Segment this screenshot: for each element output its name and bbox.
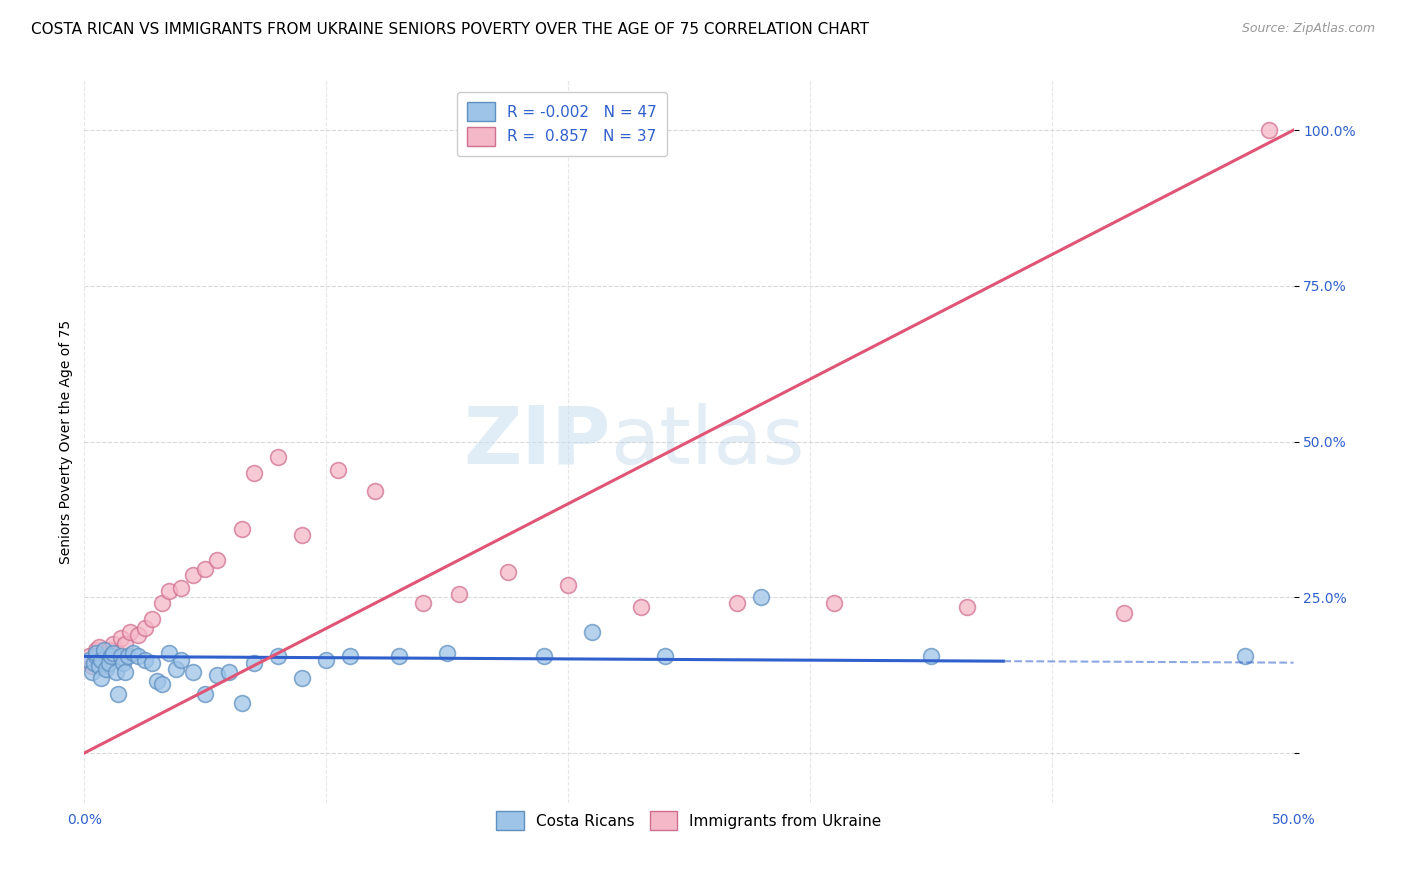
Point (127, 627, 149, 641)
Point (920, 649, 942, 664)
Point (170, 652, 193, 666)
Point (823, 597, 845, 611)
Point (1234, 649, 1257, 664)
Point (207, 553, 229, 567)
Point (496, 566, 519, 580)
Point (114, 665, 136, 679)
Point (170, 581, 193, 595)
Point (218, 665, 240, 679)
Point (1114, 606, 1136, 620)
Point (339, 649, 361, 664)
Point (83, 656, 105, 670)
Point (94, 662, 117, 676)
Point (231, 522, 253, 536)
Point (150, 677, 173, 691)
Point (100, 649, 122, 664)
Point (141, 656, 163, 670)
Point (654, 649, 676, 664)
Point (80, 665, 103, 679)
Point (77, 652, 100, 666)
Point (1258, 123, 1281, 137)
Point (388, 649, 411, 664)
Point (94, 658, 117, 673)
Point (194, 687, 217, 701)
Y-axis label: Seniors Poverty Over the Age of 75: Seniors Poverty Over the Age of 75 (59, 319, 73, 564)
Point (328, 462, 350, 476)
Point (165, 662, 187, 676)
Point (107, 646, 129, 660)
Point (363, 484, 385, 499)
Point (86, 646, 108, 660)
Point (87, 658, 110, 673)
Point (1330, 687, 1353, 701)
Point (77, 649, 100, 664)
Point (315, 652, 337, 666)
Point (181, 568, 204, 582)
Point (436, 646, 458, 660)
Point (104, 665, 127, 679)
Point (103, 637, 125, 651)
Point (725, 597, 748, 611)
Point (134, 652, 156, 666)
Point (90, 671, 112, 685)
Point (110, 631, 132, 645)
Text: Source: ZipAtlas.com: Source: ZipAtlas.com (1241, 22, 1375, 36)
Point (533, 649, 555, 664)
Point (150, 597, 173, 611)
Point (449, 587, 471, 601)
Point (630, 599, 652, 614)
Text: ZIP: ZIP (463, 402, 610, 481)
Point (80, 658, 103, 673)
Point (117, 649, 139, 664)
Point (291, 671, 314, 685)
Point (291, 528, 314, 542)
Point (93, 649, 115, 664)
Point (242, 466, 264, 480)
Point (86, 643, 108, 657)
Point (157, 646, 180, 660)
Point (107, 687, 129, 701)
Point (93, 643, 115, 657)
Point (114, 637, 136, 651)
Point (581, 624, 603, 639)
Point (194, 562, 217, 576)
Point (97, 643, 120, 657)
Point (134, 621, 156, 635)
Legend: Costa Ricans, Immigrants from Ukraine: Costa Ricans, Immigrants from Ukraine (484, 799, 894, 842)
Point (97, 656, 120, 670)
Point (146, 674, 169, 689)
Point (181, 665, 204, 679)
Text: COSTA RICAN VS IMMIGRANTS FROM UKRAINE SENIORS POVERTY OVER THE AGE OF 75 CORREL: COSTA RICAN VS IMMIGRANTS FROM UKRAINE S… (31, 22, 869, 37)
Point (110, 649, 132, 664)
Point (103, 646, 125, 660)
Point (267, 649, 290, 664)
Point (127, 649, 149, 664)
Point (121, 646, 143, 660)
Point (751, 591, 773, 605)
Point (231, 696, 253, 710)
Point (112, 656, 135, 670)
Point (557, 578, 579, 592)
Point (157, 584, 180, 599)
Point (90, 652, 112, 666)
Point (120, 624, 142, 639)
Point (86, 649, 108, 664)
Point (207, 668, 229, 682)
Text: atlas: atlas (610, 402, 804, 481)
Point (87, 640, 110, 654)
Point (267, 450, 290, 464)
Point (412, 597, 434, 611)
Point (141, 612, 163, 626)
Point (242, 656, 264, 670)
Point (956, 599, 979, 614)
